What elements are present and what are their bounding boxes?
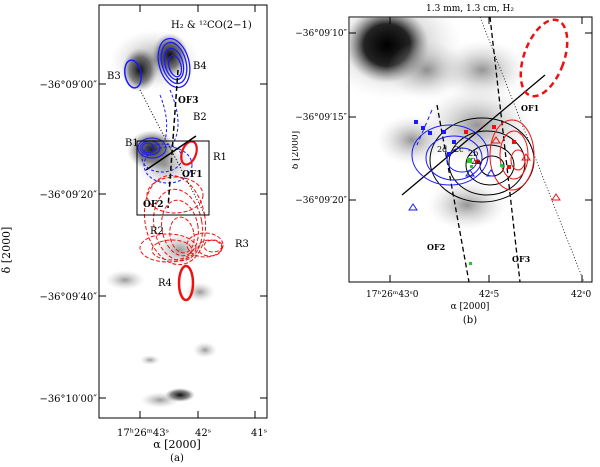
ylabel-b: δ [2000]	[292, 131, 301, 169]
b3-contours	[124, 59, 142, 89]
r4-contours	[177, 264, 195, 302]
triangle-markers	[408, 136, 561, 211]
b1-contours	[137, 89, 193, 184]
xtick-a-0: 17ʰ26ᵐ43ˢ	[117, 428, 169, 439]
ytick-b-1: −36°09′15″	[295, 113, 347, 123]
label-b2: B2	[193, 112, 207, 123]
ytick-a-0: −36°09′00″	[39, 80, 97, 91]
r1-contours	[180, 140, 198, 166]
panel-b-figure: 1.3 mm, 1.3 cm, H₂ −36°09′10″ −36°09′15″…	[291, 4, 593, 326]
xlabel-b: α [2000]	[451, 302, 490, 312]
axis-dotted	[139, 89, 206, 216]
label-r1: R1	[213, 152, 227, 163]
ytick-a-2: −36°09′40″	[39, 292, 97, 303]
label-2c: 2c	[454, 145, 464, 154]
panel-a-title: H₂ & ¹²CO(2−1)	[171, 20, 252, 31]
label-r2: R2	[150, 226, 164, 237]
blue-contours-b	[411, 109, 489, 186]
axis-dotted-b	[479, 17, 585, 282]
panel-b-title: 1.3 mm, 1.3 cm, H₂	[426, 4, 514, 14]
label-of2-a: OF2	[143, 200, 164, 210]
panel-a-image	[105, 30, 224, 408]
red-markers	[464, 125, 516, 169]
axis-of1-b	[401, 74, 546, 196]
panel-b-image	[349, 17, 585, 282]
label-b1: B1	[125, 138, 139, 149]
zoom-box	[136, 140, 210, 216]
blue-markers	[414, 120, 456, 156]
green-markers	[467, 158, 503, 265]
xtick-b-1: 42ˢ5	[479, 290, 499, 300]
xtick-b-0: 17ʰ26ᵐ43ˢ0	[366, 290, 419, 300]
label-2d: 2d	[437, 145, 447, 154]
r3-contours	[203, 239, 223, 253]
label-of3-b: OF3	[512, 254, 531, 264]
panel-b-ticks	[349, 17, 592, 282]
label-2b: 2b	[468, 149, 478, 158]
panel-a-figure: H₂ & ¹²CO(2−1) −36°09′00″ −36°09′20″ −36…	[0, 4, 268, 464]
axis-of2-b	[436, 104, 470, 282]
xtick-a-1: 42ˢ	[195, 428, 211, 439]
caption-a: (a)	[170, 453, 184, 463]
label-of2-b: OF2	[427, 242, 445, 252]
panel-a-ticks	[99, 5, 267, 418]
ytick-b-0: −36°09′10″	[295, 29, 347, 39]
label-of1-a: OF1	[182, 170, 203, 180]
b4-contours	[157, 37, 191, 89]
beam-ellipse	[519, 18, 569, 98]
ytick-a-3: −36°10′00″	[39, 394, 97, 405]
label-b3: B3	[107, 71, 121, 82]
axis-of3	[167, 69, 179, 209]
panel-a-feature-labels: B3 B4 B2 B1 R1 R2 R3 R4 OF3 OF1 OF2	[107, 61, 249, 289]
ylabel-a: δ [2000]	[0, 227, 13, 274]
panel-a: H₂ & ¹²CO(2−1) −36°09′00″ −36°09′20″ −36…	[0, 0, 292, 464]
label-of3-a: OF3	[178, 96, 199, 106]
label-of1-b: OF1	[521, 103, 539, 113]
label-b4: B4	[193, 61, 207, 72]
xtick-b-2: 42ˢ0	[571, 290, 591, 300]
panel-b: 1.3 mm, 1.3 cm, H₂ −36°09′10″ −36°09′15″…	[291, 0, 600, 340]
ytick-a-1: −36°09′20″	[39, 190, 97, 201]
axis-of3-b	[489, 17, 521, 282]
label-r3: R3	[235, 239, 249, 250]
caption-b: (b)	[463, 315, 477, 326]
xlabel-a: α [2000]	[153, 438, 201, 451]
axis-of1	[145, 135, 197, 171]
label-r4: R4	[158, 278, 172, 289]
label-2a: 2a	[471, 157, 481, 166]
xtick-a-2: 41ˢ	[251, 428, 267, 439]
panel-b-feature-labels: OF1 OF2 OF3 2d 2c 2b 2a	[427, 103, 539, 264]
ytick-b-2: −36°09′20″	[295, 196, 347, 206]
